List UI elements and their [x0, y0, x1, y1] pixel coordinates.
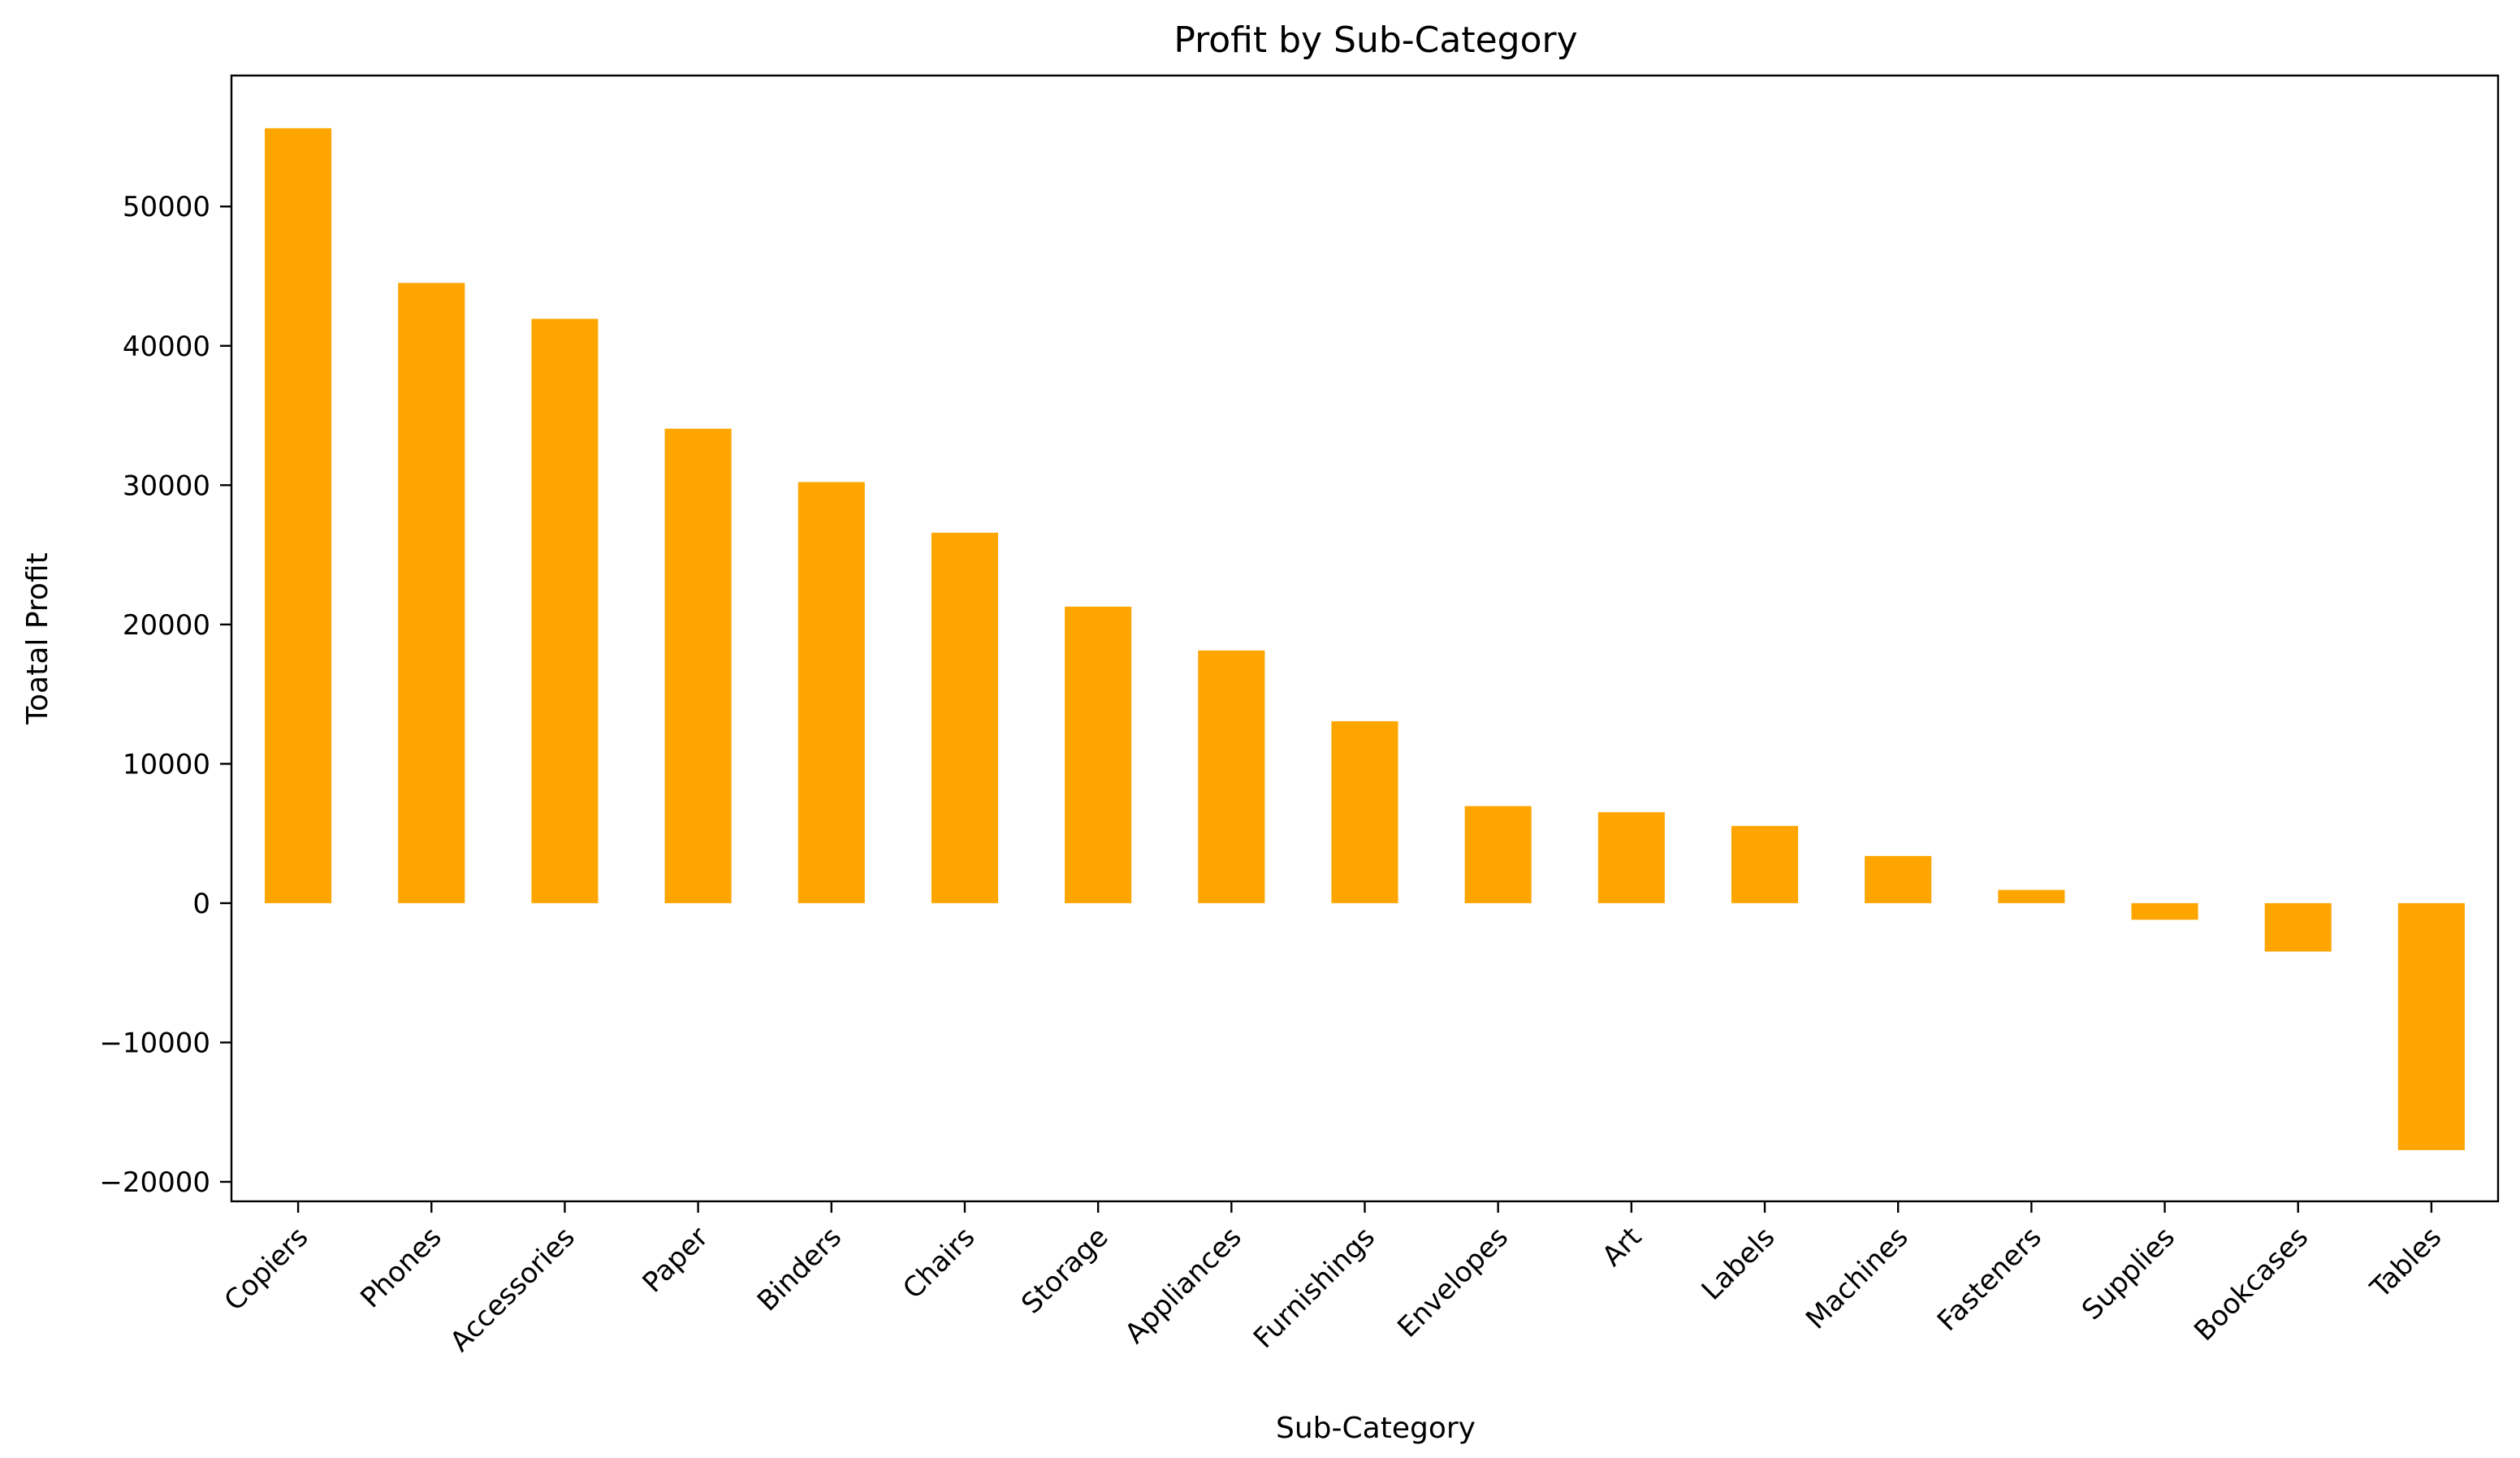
plot-frame: [230, 74, 2500, 1203]
bar-storage: [1065, 606, 1132, 903]
bar-machines: [1865, 855, 1932, 903]
bar-binders: [797, 482, 865, 903]
x-tick-label-bookcases: Bookcases: [2188, 1221, 2315, 1348]
bar-copiers: [265, 128, 332, 903]
bar-chairs: [931, 532, 999, 903]
x-tick-label-appliances: Appliances: [1119, 1221, 1248, 1350]
y-tick-label: 40000: [123, 331, 210, 363]
bar-fasteners: [1998, 889, 2065, 903]
bars-group: [265, 128, 2465, 1150]
chart-title: Profit by Sub-Category: [1174, 19, 1577, 61]
x-tick-label-tables: Tables: [2364, 1221, 2449, 1305]
x-tick-label-fasteners: Fasteners: [1931, 1221, 2048, 1338]
y-tick-label: 50000: [123, 191, 210, 223]
bar-bookcases: [2264, 902, 2332, 952]
bar-tables: [2397, 902, 2465, 1150]
y-axis-title: Toatal Profit: [21, 552, 54, 725]
bar-envelopes: [1464, 806, 1532, 903]
bar-appliances: [1198, 650, 1265, 903]
y-tick-label: 30000: [123, 469, 210, 502]
x-tick-label-accessories: Accessories: [444, 1221, 581, 1358]
x-tick-label-envelopes: Envelopes: [1391, 1221, 1515, 1344]
x-tick-label-furnishings: Furnishings: [1247, 1221, 1381, 1355]
x-tick-label-art: Art: [1596, 1221, 1648, 1273]
bar-supplies: [2131, 902, 2198, 920]
y-tick-label: 0: [192, 888, 210, 920]
bar-art: [1597, 811, 1665, 903]
y-tick-label: −10000: [99, 1027, 210, 1059]
x-axis-title: Sub-Category: [1276, 1412, 1476, 1445]
bar-accessories: [531, 318, 599, 903]
x-tick-label-phones: Phones: [354, 1221, 447, 1314]
x-tick-label-storage: Storage: [1015, 1221, 1114, 1320]
x-tick-label-copiers: Copiers: [218, 1221, 315, 1317]
y-tick-label: 10000: [123, 748, 210, 781]
x-tick-label-supplies: Supplies: [2076, 1221, 2181, 1326]
bar-labels: [1731, 825, 1799, 903]
bar-furnishings: [1331, 720, 1398, 903]
bar-phones: [398, 283, 465, 903]
y-tick-label: 20000: [123, 609, 210, 642]
x-tick-label-labels: Labels: [1696, 1221, 1782, 1307]
y-tick-label: −20000: [99, 1166, 210, 1199]
bar-paper: [664, 428, 732, 903]
x-tick-label-machines: Machines: [1800, 1221, 1914, 1335]
x-tick-label-chairs: Chairs: [897, 1221, 981, 1305]
x-tick-label-paper: Paper: [637, 1221, 715, 1299]
y-axis: −20000 −10000 0 10000 20000 30000 40000 50000: [99, 191, 231, 1199]
x-tick-label-binders: Binders: [751, 1221, 848, 1317]
